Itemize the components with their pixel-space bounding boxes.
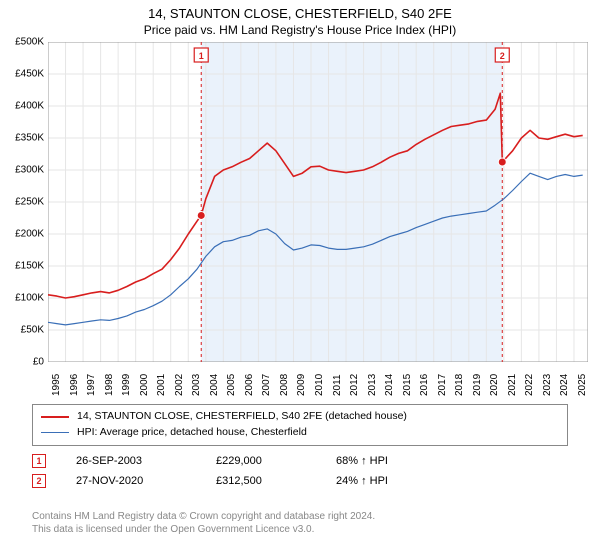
x-tick-label: 2021 [507, 374, 518, 396]
legend-swatch-property [41, 416, 69, 418]
y-tick-label: £350K [15, 133, 44, 144]
x-tick-label: 2018 [454, 374, 465, 396]
chart-subtitle: Price paid vs. HM Land Registry's House … [0, 23, 600, 37]
sale-price: £229,000 [216, 455, 306, 467]
svg-text:2: 2 [500, 51, 505, 61]
chart-container: 14, STAUNTON CLOSE, CHESTERFIELD, S40 2F… [0, 0, 600, 560]
x-tick-label: 2019 [472, 374, 483, 396]
x-tick-label: 2011 [332, 374, 343, 396]
x-tick-label: 2009 [296, 374, 307, 396]
x-tick-label: 2008 [279, 374, 290, 396]
y-tick-label: £500K [15, 37, 44, 48]
svg-text:1: 1 [199, 51, 204, 61]
x-tick-label: 2014 [384, 374, 395, 396]
x-tick-label: 2017 [437, 374, 448, 396]
plot-area: 12 [48, 42, 588, 362]
y-tick-label: £450K [15, 69, 44, 80]
x-tick-label: 2005 [226, 374, 237, 396]
x-axis: 1995 1996 1997 1998 1999 2000 2001 2002 2003 2004… [48, 362, 588, 400]
x-tick-label: 2006 [244, 374, 255, 396]
x-tick-label: 2015 [402, 374, 413, 396]
x-tick-label: 2013 [367, 374, 378, 396]
legend-swatch-hpi [41, 432, 69, 433]
y-tick-label: £150K [15, 261, 44, 272]
x-tick-label: 2020 [489, 374, 500, 396]
y-tick-label: £300K [15, 165, 44, 176]
footer-line2: This data is licensed under the Open Gov… [32, 523, 568, 536]
x-tick-label: 2010 [314, 374, 325, 396]
y-tick-label: £100K [15, 293, 44, 304]
sale-marker-row: 1 26-SEP-2003 £229,000 68% ↑ HPI [32, 454, 568, 468]
sale-hpi-delta: 24% ↑ HPI [336, 475, 426, 487]
x-tick-label: 2012 [349, 374, 360, 396]
title-block: 14, STAUNTON CLOSE, CHESTERFIELD, S40 2F… [0, 0, 600, 37]
plot-svg: 12 [48, 42, 588, 362]
y-tick-label: £200K [15, 229, 44, 240]
x-tick-label: 2000 [139, 374, 150, 396]
chart-area: £0 £50K £100K £150K £200K £250K £300K £350K £400… [0, 42, 600, 400]
x-tick-label: 1998 [104, 374, 115, 396]
legend-label-property: 14, STAUNTON CLOSE, CHESTERFIELD, S40 2F… [77, 409, 407, 425]
x-tick-label: 1996 [69, 374, 80, 396]
x-tick-label: 2001 [156, 374, 167, 396]
x-tick-label: 1999 [121, 374, 132, 396]
x-tick-label: 2022 [524, 374, 535, 396]
legend: 14, STAUNTON CLOSE, CHESTERFIELD, S40 2F… [32, 404, 568, 446]
x-tick-label: 2007 [261, 374, 272, 396]
x-tick-label: 2023 [542, 374, 553, 396]
y-tick-label: £250K [15, 197, 44, 208]
sale-date: 27-NOV-2020 [76, 475, 186, 487]
sale-hpi-delta: 68% ↑ HPI [336, 455, 426, 467]
sale-date: 26-SEP-2003 [76, 455, 186, 467]
x-tick-label: 2024 [559, 374, 570, 396]
x-tick-label: 1995 [51, 374, 62, 396]
sale-price: £312,500 [216, 475, 306, 487]
legend-label-hpi: HPI: Average price, detached house, Ches… [77, 425, 307, 441]
chart-title-address: 14, STAUNTON CLOSE, CHESTERFIELD, S40 2F… [0, 6, 600, 21]
y-tick-label: £50K [21, 325, 44, 336]
sale-marker-box: 2 [32, 474, 46, 488]
x-tick-label: 2025 [577, 374, 588, 396]
legend-item-hpi: HPI: Average price, detached house, Ches… [41, 425, 559, 441]
x-tick-label: 2003 [191, 374, 202, 396]
x-tick-label: 2016 [419, 374, 430, 396]
x-tick-label: 1997 [86, 374, 97, 396]
y-axis: £0£50K£100K£150K£200K£250K£300K£350K£400… [0, 42, 48, 362]
legend-item-property: 14, STAUNTON CLOSE, CHESTERFIELD, S40 2F… [41, 409, 559, 425]
sale-marker-row: 2 27-NOV-2020 £312,500 24% ↑ HPI [32, 474, 568, 488]
x-tick-label: 2004 [209, 374, 220, 396]
footer-attribution: Contains HM Land Registry data © Crown c… [32, 510, 568, 536]
sale-marker-box: 1 [32, 454, 46, 468]
y-tick-label: £400K [15, 101, 44, 112]
sale-marker-table: 1 26-SEP-2003 £229,000 68% ↑ HPI 2 27-NOV-202… [32, 448, 568, 488]
footer-line1: Contains HM Land Registry data © Crown c… [32, 510, 568, 523]
y-tick-label: £0 [33, 357, 44, 368]
x-tick-label: 2002 [174, 374, 185, 396]
